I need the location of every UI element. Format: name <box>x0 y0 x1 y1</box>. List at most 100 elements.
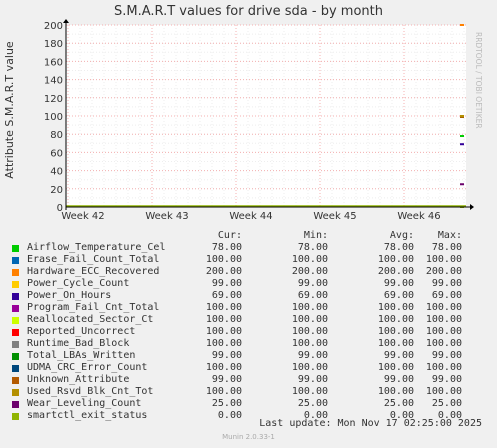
y-tick-label: 80 <box>50 130 63 141</box>
legend-name: Power_Cycle_Count <box>27 278 130 289</box>
x-tick-label: Week 45 <box>313 211 356 222</box>
header-max: Max: <box>437 230 462 241</box>
legend-min: 100.00 <box>291 302 328 313</box>
legend-name: smartctl_exit_status <box>27 410 148 421</box>
legend-swatch <box>12 269 19 276</box>
legend-avg: 100.00 <box>377 326 414 337</box>
y-tick-label: 120 <box>44 94 63 105</box>
y-tick-label: 180 <box>44 39 63 50</box>
legend-swatch <box>12 305 19 312</box>
legend-avg: 100.00 <box>377 338 414 349</box>
munin-version: Munin 2.0.33-1 <box>222 433 275 441</box>
header-avg: Avg: <box>389 230 414 241</box>
legend-avg: 100.00 <box>377 302 414 313</box>
legend-min: 100.00 <box>291 362 328 373</box>
legend-item: Wear_Leveling_Count 25.00 25.00 25.00 25.00 <box>12 398 482 410</box>
legend-swatch <box>12 281 19 288</box>
legend-max: 100.00 <box>425 338 462 349</box>
legend-cur: 99.00 <box>211 350 242 361</box>
legend-item: Airflow_Temperature_Cel 78.00 78.00 78.00 78… <box>12 242 482 254</box>
legend-avg: 100.00 <box>377 314 414 325</box>
legend-max: 25.00 <box>431 398 462 409</box>
legend-min: 100.00 <box>291 254 328 265</box>
legend-min: 25.00 <box>297 398 328 409</box>
legend-name: UDMA_CRC_Error_Count <box>27 362 148 373</box>
grid-lines <box>66 24 466 207</box>
legend-item: Erase_Fail_Count_Total 100.00 100.00 100.00… <box>12 254 482 266</box>
x-tick-label: Week 44 <box>229 211 272 222</box>
legend-cur: 99.00 <box>211 278 242 289</box>
legend-swatch <box>12 401 19 408</box>
legend-max: 99.00 <box>431 350 462 361</box>
y-tick-label: 200 <box>44 21 63 32</box>
legend-min: 100.00 <box>291 326 328 337</box>
legend-max: 99.00 <box>431 374 462 385</box>
legend-item: Power_On_Hours 69.00 69.00 69.00 69.00 <box>12 290 482 302</box>
tick-labels: 0 20 40 60 80 100 120 140 160 180 200 Week 42 Week 4… <box>44 21 441 222</box>
legend-avg: 99.00 <box>383 374 414 385</box>
legend-cur: 69.00 <box>211 290 242 301</box>
legend-min: 100.00 <box>291 338 328 349</box>
legend-max: 0.00 <box>437 410 462 421</box>
legend-max: 200.00 <box>425 266 462 277</box>
legend-name: Total_LBAs_Written <box>27 350 136 361</box>
legend-name: Erase_Fail_Count_Total <box>27 254 160 265</box>
y-tick-label: 60 <box>50 148 63 159</box>
x-tick-label: Week 42 <box>61 211 104 222</box>
legend-swatch <box>12 353 19 360</box>
legend-name: Runtime_Bad_Block <box>27 338 130 349</box>
legend-max: 100.00 <box>425 362 462 373</box>
legend-max: 99.00 <box>431 278 462 289</box>
legend-min: 100.00 <box>291 386 328 397</box>
legend-swatch <box>12 413 19 420</box>
legend-cur: 200.00 <box>205 266 242 277</box>
legend-avg: 99.00 <box>383 278 414 289</box>
legend-swatch <box>12 245 19 252</box>
legend-avg: 100.00 <box>377 362 414 373</box>
legend-min: 69.00 <box>297 290 328 301</box>
x-axis-arrow <box>470 204 474 210</box>
legend-cur: 100.00 <box>205 338 242 349</box>
legend-item: Power_Cycle_Count 99.00 99.00 99.00 99.00 <box>12 278 482 290</box>
legend-avg: 69.00 <box>383 290 414 301</box>
legend-max: 69.00 <box>431 290 462 301</box>
last-update: Last update: Mon Nov 17 02:25:00 2025 <box>259 418 482 429</box>
legend-cur: 0.00 <box>217 410 242 421</box>
plot-svg: 0 20 40 60 80 100 120 140 160 180 200 Week 42 Week 4… <box>44 19 474 222</box>
legend-item: Reported_Uncorrect 100.00 100.00 100.00 100.… <box>12 326 482 338</box>
legend-min: 200.00 <box>291 266 328 277</box>
legend-item: Unknown_Attribute 99.00 99.00 99.00 99.00 <box>12 374 482 386</box>
legend-cur: 100.00 <box>205 386 242 397</box>
legend-min: 78.00 <box>297 242 328 253</box>
legend-rows: Airflow_Temperature_Cel 78.00 78.00 78.00 78… <box>12 242 482 422</box>
y-tick-label: 20 <box>50 185 63 196</box>
legend-max: 100.00 <box>425 386 462 397</box>
legend-item: smartctl_exit_status 0.00 0.00 0.00 0.00 <box>12 410 482 422</box>
legend-max: 100.00 <box>425 314 462 325</box>
legend-item: Used_Rsvd_Blk_Cnt_Tot 100.00 100.00 100.00 1… <box>12 386 482 398</box>
legend-cur: 100.00 <box>205 254 242 265</box>
legend-swatch <box>12 389 19 396</box>
legend-cur: 78.00 <box>211 242 242 253</box>
legend-swatch <box>12 365 19 372</box>
legend-name: Reported_Uncorrect <box>27 326 136 337</box>
legend-cur: 100.00 <box>205 326 242 337</box>
y-tick-label: 40 <box>50 167 63 178</box>
legend-min: 99.00 <box>297 350 328 361</box>
legend-name: Program_Fail_Cnt_Total <box>27 302 160 313</box>
legend-avg: 100.00 <box>377 386 414 397</box>
legend-name: Reallocated_Sector_Ct <box>27 314 154 325</box>
x-tick-label: Week 43 <box>145 211 188 222</box>
legend-avg: 200.00 <box>377 266 414 277</box>
legend-name: Unknown_Attribute <box>27 374 130 385</box>
legend-swatch <box>12 317 19 324</box>
chart-title: S.M.A.R.T values for drive sda - by mont… <box>114 4 383 19</box>
legend-avg: 100.00 <box>377 254 414 265</box>
legend-item: Reallocated_Sector_Ct 100.00 100.00 100.00 1… <box>12 314 482 326</box>
legend-swatch <box>12 329 19 336</box>
legend-item: Total_LBAs_Written 99.00 99.00 99.00 99.00 <box>12 350 482 362</box>
legend-max: 100.00 <box>425 302 462 313</box>
legend-cur: 100.00 <box>205 302 242 313</box>
legend-cur: 100.00 <box>205 362 242 373</box>
